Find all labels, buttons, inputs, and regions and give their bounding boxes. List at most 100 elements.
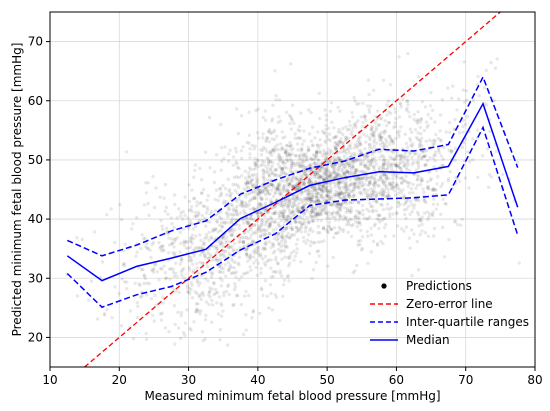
- prediction-point: [385, 195, 390, 199]
- prediction-point: [488, 129, 492, 134]
- prediction-point: [293, 203, 298, 208]
- prediction-point: [263, 254, 268, 259]
- prediction-point: [231, 303, 235, 308]
- prediction-point: [209, 236, 214, 240]
- prediction-point: [267, 232, 271, 236]
- prediction-point: [273, 145, 277, 149]
- prediction-point: [307, 108, 311, 112]
- prediction-point: [199, 200, 203, 205]
- prediction-point: [185, 240, 189, 244]
- prediction-point: [447, 148, 451, 152]
- prediction-point: [333, 171, 338, 176]
- prediction-point: [348, 143, 352, 148]
- prediction-point: [239, 201, 244, 205]
- prediction-point: [255, 192, 259, 197]
- prediction-point: [267, 225, 272, 229]
- prediction-point: [270, 308, 275, 312]
- prediction-point: [282, 171, 286, 176]
- prediction-point: [219, 238, 223, 242]
- prediction-point: [194, 309, 198, 314]
- prediction-point: [272, 137, 277, 142]
- prediction-point: [311, 195, 315, 199]
- prediction-point: [245, 221, 250, 226]
- prediction-point: [265, 228, 269, 232]
- prediction-point: [89, 279, 94, 283]
- prediction-point: [403, 212, 407, 217]
- prediction-point: [344, 189, 349, 193]
- prediction-point: [242, 187, 246, 191]
- prediction-point: [282, 208, 286, 212]
- prediction-point: [257, 202, 261, 206]
- prediction-point: [181, 209, 185, 214]
- prediction-point: [221, 201, 226, 205]
- prediction-point: [195, 261, 199, 266]
- prediction-point: [349, 154, 354, 159]
- prediction-point: [182, 267, 186, 271]
- prediction-point: [311, 185, 315, 189]
- prediction-point: [416, 121, 420, 126]
- prediction-point: [203, 236, 207, 240]
- prediction-point: [394, 136, 398, 141]
- prediction-point: [356, 119, 360, 123]
- prediction-point: [378, 138, 382, 142]
- prediction-point: [400, 176, 404, 180]
- prediction-point: [290, 205, 295, 209]
- prediction-point: [329, 212, 333, 216]
- prediction-point: [285, 180, 289, 184]
- prediction-point: [444, 202, 448, 206]
- prediction-point: [432, 142, 436, 146]
- prediction-point: [261, 247, 265, 251]
- prediction-point: [271, 211, 275, 216]
- prediction-point: [353, 153, 357, 158]
- prediction-point: [410, 155, 414, 160]
- prediction-point: [261, 148, 265, 152]
- prediction-point: [461, 130, 465, 134]
- prediction-point: [358, 135, 363, 139]
- x-tick-label: 40: [250, 373, 265, 387]
- prediction-point: [465, 114, 470, 119]
- prediction-point: [278, 158, 282, 162]
- prediction-point: [427, 187, 431, 191]
- prediction-point: [320, 153, 325, 158]
- prediction-point: [432, 153, 436, 157]
- prediction-point: [306, 186, 310, 191]
- prediction-point: [373, 138, 377, 142]
- prediction-point: [374, 181, 378, 186]
- prediction-point: [343, 165, 348, 169]
- prediction-point: [235, 248, 239, 253]
- prediction-point: [335, 202, 339, 206]
- prediction-point: [245, 178, 249, 183]
- prediction-point: [200, 191, 204, 195]
- prediction-point: [302, 129, 306, 133]
- prediction-point: [318, 116, 322, 121]
- prediction-point: [229, 202, 233, 207]
- prediction-point: [441, 225, 445, 230]
- prediction-point: [242, 272, 246, 276]
- prediction-point: [333, 231, 338, 235]
- prediction-point: [247, 216, 251, 221]
- prediction-point: [405, 99, 409, 103]
- prediction-point: [262, 179, 266, 183]
- prediction-point: [365, 155, 369, 159]
- prediction-point: [361, 208, 365, 213]
- prediction-point: [346, 148, 350, 152]
- prediction-point: [214, 258, 218, 262]
- prediction-point: [386, 165, 391, 169]
- prediction-point: [232, 271, 237, 275]
- prediction-point: [281, 187, 285, 191]
- prediction-point: [316, 162, 320, 166]
- prediction-point: [359, 162, 363, 166]
- prediction-point: [345, 187, 349, 192]
- prediction-point: [144, 191, 149, 195]
- prediction-point: [342, 172, 347, 176]
- prediction-point: [318, 138, 322, 142]
- prediction-point: [295, 207, 299, 211]
- prediction-point: [236, 131, 241, 136]
- prediction-point: [257, 191, 261, 195]
- prediction-point: [266, 210, 270, 214]
- prediction-point: [330, 163, 334, 168]
- prediction-point: [375, 117, 379, 122]
- prediction-point: [186, 216, 190, 220]
- prediction-point: [170, 242, 174, 246]
- prediction-point: [318, 183, 322, 187]
